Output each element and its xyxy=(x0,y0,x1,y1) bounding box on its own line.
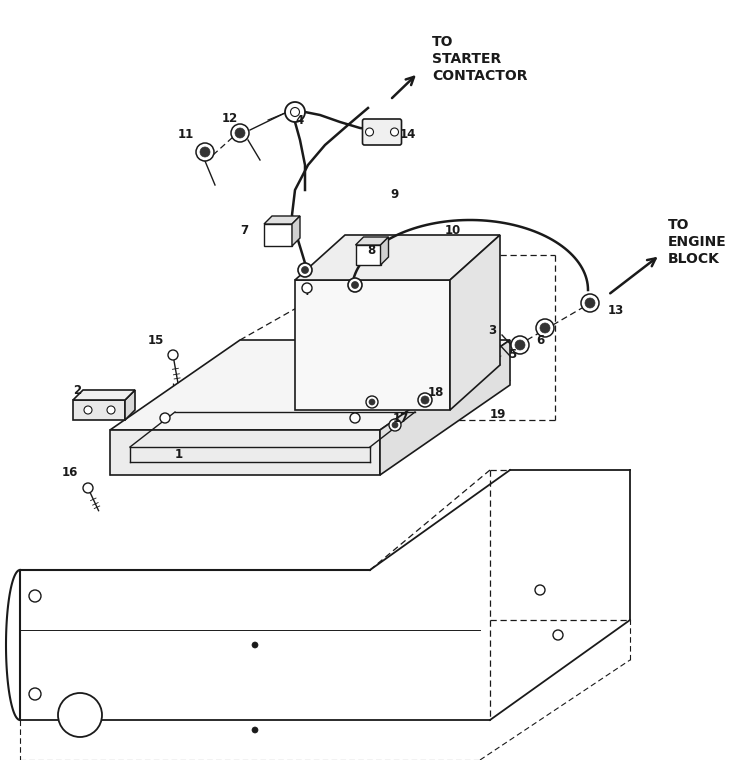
Circle shape xyxy=(29,590,41,602)
Circle shape xyxy=(540,323,550,333)
Circle shape xyxy=(581,294,599,312)
Circle shape xyxy=(231,124,249,142)
Text: STARTER: STARTER xyxy=(432,52,501,66)
Circle shape xyxy=(235,128,245,138)
Circle shape xyxy=(298,263,312,277)
Circle shape xyxy=(290,107,299,116)
Bar xyxy=(264,224,292,246)
Circle shape xyxy=(84,406,92,414)
Polygon shape xyxy=(450,235,500,410)
Text: 2: 2 xyxy=(73,384,81,397)
Text: BLOCK: BLOCK xyxy=(668,252,720,266)
Circle shape xyxy=(302,283,312,293)
Polygon shape xyxy=(125,390,135,420)
Text: +: + xyxy=(301,283,313,298)
Polygon shape xyxy=(295,280,450,410)
Text: CONTACTOR: CONTACTOR xyxy=(432,69,527,83)
Text: TO: TO xyxy=(668,218,689,232)
Text: 19: 19 xyxy=(490,409,506,422)
Polygon shape xyxy=(264,216,300,224)
Circle shape xyxy=(366,396,378,408)
Circle shape xyxy=(365,128,374,136)
Circle shape xyxy=(348,278,362,292)
Polygon shape xyxy=(73,400,125,420)
Text: 14: 14 xyxy=(400,128,416,141)
Circle shape xyxy=(107,406,115,414)
Circle shape xyxy=(389,419,401,431)
Text: 6: 6 xyxy=(536,334,544,347)
Circle shape xyxy=(392,422,398,428)
Polygon shape xyxy=(110,430,380,475)
Text: 9: 9 xyxy=(390,188,398,201)
Text: 3: 3 xyxy=(488,324,496,337)
Text: 4: 4 xyxy=(295,113,303,126)
Polygon shape xyxy=(295,235,500,280)
Text: eReplacementParts.com: eReplacementParts.com xyxy=(282,388,468,403)
Circle shape xyxy=(200,147,210,157)
Circle shape xyxy=(302,267,308,274)
Text: 17: 17 xyxy=(393,411,410,425)
Circle shape xyxy=(418,393,432,407)
Circle shape xyxy=(535,585,545,595)
Text: 11: 11 xyxy=(178,128,194,141)
Text: 18: 18 xyxy=(428,387,444,400)
Text: 12: 12 xyxy=(222,112,238,125)
Polygon shape xyxy=(292,216,300,246)
Circle shape xyxy=(196,143,214,161)
Circle shape xyxy=(515,340,525,350)
Circle shape xyxy=(252,642,258,648)
Text: 7: 7 xyxy=(240,223,248,236)
Text: TO: TO xyxy=(432,35,454,49)
Polygon shape xyxy=(110,340,510,430)
Circle shape xyxy=(352,281,358,289)
Text: 10: 10 xyxy=(445,223,461,236)
Text: 15: 15 xyxy=(148,334,164,347)
Polygon shape xyxy=(380,340,510,475)
Text: 1: 1 xyxy=(175,448,183,461)
Circle shape xyxy=(252,727,258,733)
Polygon shape xyxy=(73,390,135,400)
Circle shape xyxy=(168,350,178,360)
FancyBboxPatch shape xyxy=(362,119,401,145)
Text: 8: 8 xyxy=(367,243,375,257)
Circle shape xyxy=(511,336,529,354)
Circle shape xyxy=(285,102,305,122)
Text: 5: 5 xyxy=(508,349,516,362)
Circle shape xyxy=(536,319,554,337)
Polygon shape xyxy=(356,237,388,245)
Circle shape xyxy=(160,413,170,423)
Text: ENGINE: ENGINE xyxy=(668,235,727,249)
Circle shape xyxy=(58,693,102,737)
Text: 16: 16 xyxy=(62,467,78,480)
Circle shape xyxy=(350,413,360,423)
Text: 13: 13 xyxy=(608,303,624,316)
Circle shape xyxy=(450,358,460,368)
Bar xyxy=(356,245,380,265)
Polygon shape xyxy=(380,237,388,265)
Circle shape xyxy=(29,688,41,700)
Circle shape xyxy=(553,630,563,640)
Circle shape xyxy=(369,399,375,405)
Circle shape xyxy=(83,483,93,493)
Circle shape xyxy=(585,298,595,308)
Circle shape xyxy=(421,396,429,404)
Circle shape xyxy=(391,128,398,136)
